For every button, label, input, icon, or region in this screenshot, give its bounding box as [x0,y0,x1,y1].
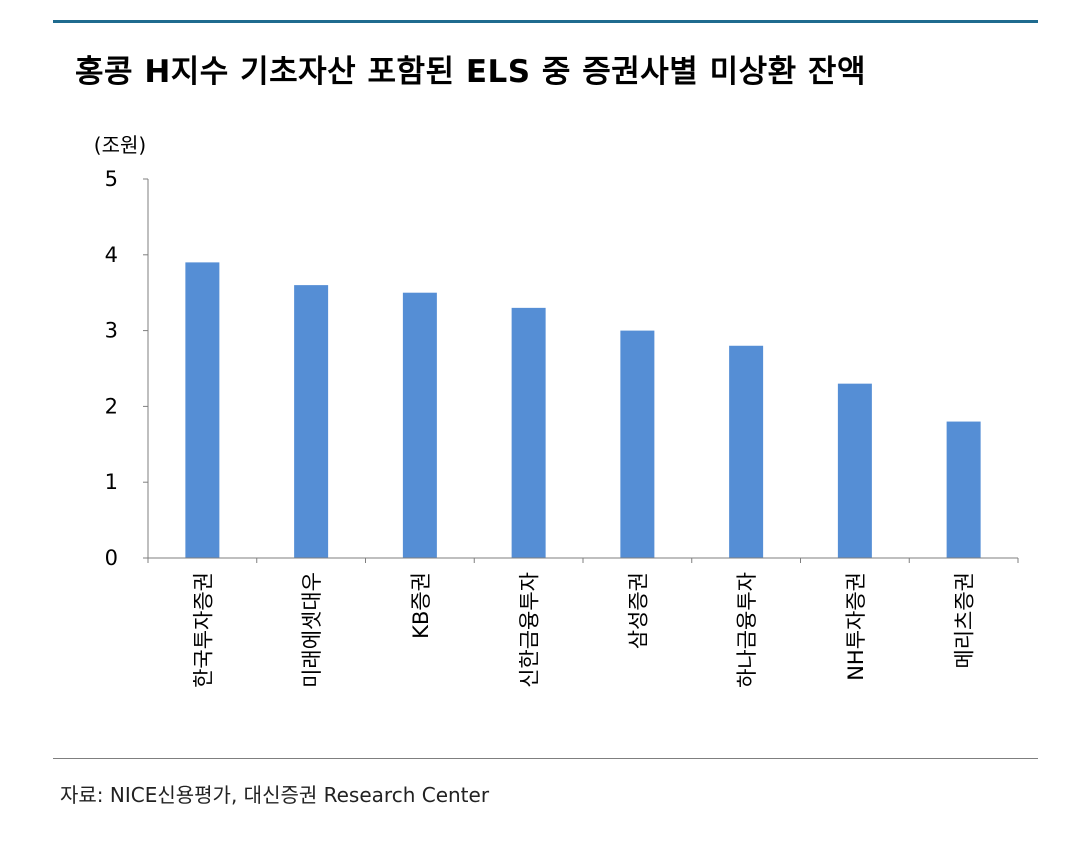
x-category-label: 메리츠증권 [953,572,977,669]
x-category-label: 신한금융투자 [518,572,542,688]
x-category-label: KB증권 [409,572,433,639]
y-tick-label: 4 [105,243,118,267]
y-tick-label: 3 [105,319,118,343]
bar-5 [620,330,655,558]
y-unit-label: (조원) [94,133,146,157]
bar-1 [185,262,220,558]
bar-7 [837,383,872,558]
bar-4 [511,307,546,558]
chart-title: 홍콩 H지수 기초자산 포함된 ELS 중 증권사별 미상환 잔액 [75,54,866,90]
y-tick-label: 1 [105,470,118,494]
bar-8 [946,421,981,558]
y-axis: 0 1 2 3 4 5 [105,167,149,570]
source-note: 자료: NICE신용평가, 대신증권 Research Center [60,783,490,807]
x-axis: 한국투자증권 미래에셋대우 KB증권 신한금융투자 삼성증권 하나금융투자 NH투자증권 메리… [147,557,1019,688]
y-tick-label: 5 [105,167,118,191]
bar-6 [729,345,764,558]
x-category-label: 미래에셋대우 [300,572,324,688]
x-category-label: NH투자증권 [844,572,868,681]
top-rule [53,20,1038,23]
bar-2 [294,285,329,558]
bars [185,262,981,558]
x-category-label: 하나금융투자 [735,572,759,688]
x-category-label: 한국투자증권 [191,572,215,688]
x-category-label: 삼성증권 [626,572,650,649]
y-tick-label: 2 [105,394,118,418]
bar-3 [402,292,437,558]
y-tick-label: 0 [105,546,118,570]
bottom-rule [53,758,1038,759]
